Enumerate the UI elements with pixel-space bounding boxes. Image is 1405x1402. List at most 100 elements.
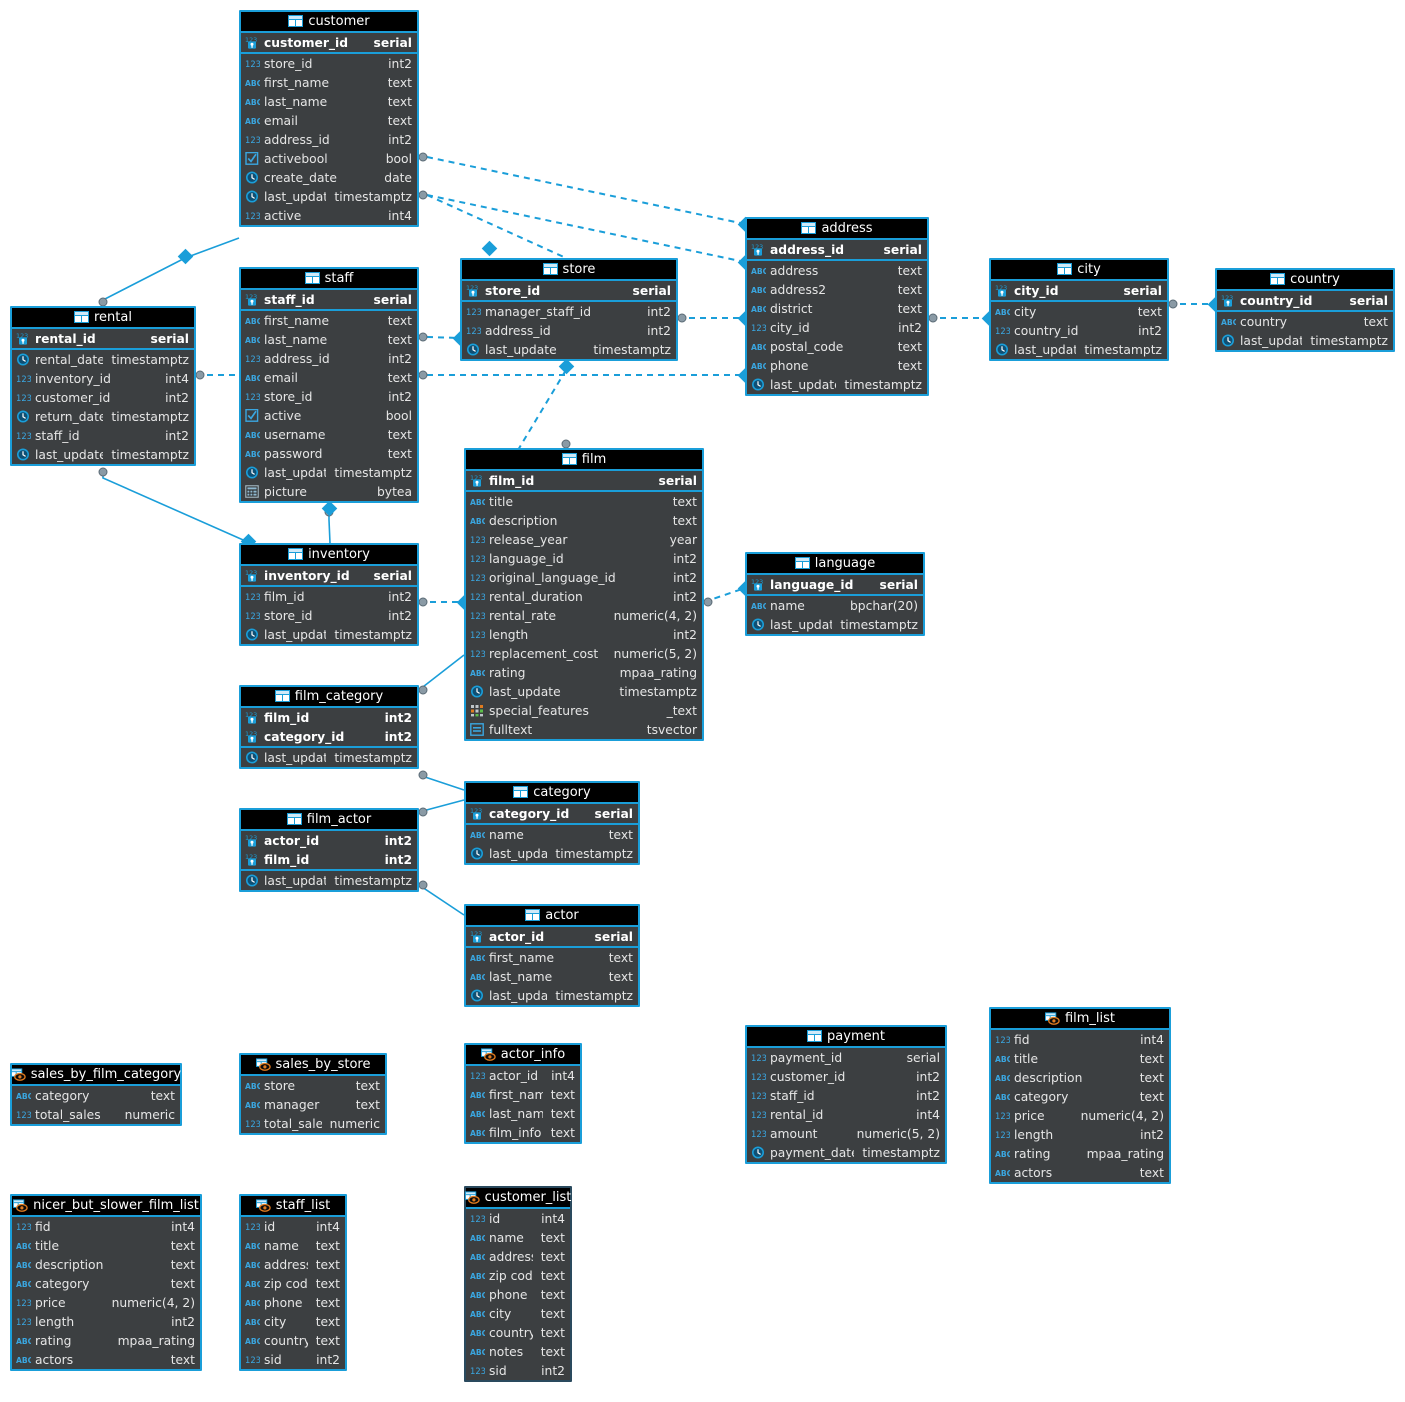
column-row[interactable]: picture bytea (241, 482, 417, 501)
entity-header[interactable]: country (1217, 270, 1393, 291)
entity-category[interactable]: category 123 category_id serial ABC name text l… (464, 781, 640, 865)
entity-header[interactable]: film (466, 450, 702, 471)
entity-header[interactable]: language (747, 554, 923, 575)
entity-language[interactable]: language 123 language_id serial ABC name bpcha… (745, 552, 925, 636)
entity-header[interactable]: city (991, 260, 1167, 281)
entity-header[interactable]: customer_list (464, 1188, 571, 1209)
column-row[interactable]: 123 inventory_id int4 (12, 369, 194, 388)
column-row[interactable]: ABC username text (241, 425, 417, 444)
entity-city[interactable]: city 123 city_id serial ABC city text 123 countr… (989, 258, 1169, 361)
entity-store[interactable]: store 123 store_id serial 123 manager_staff_i… (460, 258, 678, 361)
column-row[interactable]: last_update timestamptz (12, 445, 194, 464)
column-row[interactable]: ABC city text (241, 1312, 345, 1331)
column-row[interactable]: 123 rental_rate numeric(4, 2) (466, 606, 702, 625)
column-row[interactable]: 123 store_id int2 (241, 54, 417, 73)
pk-column-row[interactable]: 123 country_id serial (1217, 291, 1393, 310)
column-row[interactable]: ABC rating mpaa_rating (466, 663, 702, 682)
entity-customer[interactable]: customer 123 customer_id serial 123 store_id i… (239, 10, 419, 227)
pk-column-row[interactable]: 123 language_id serial (747, 575, 923, 594)
column-row[interactable]: fulltext tsvector (466, 720, 702, 739)
entity-film_actor[interactable]: film_actor 123 actor_id int2 123 film_id int2 l… (239, 808, 419, 892)
column-row[interactable]: 123 film_id int2 (241, 587, 417, 606)
column-row[interactable]: ABC actors text (12, 1350, 200, 1369)
column-row[interactable]: ABC category text (12, 1274, 200, 1293)
column-row[interactable]: 123 staff_id int2 (747, 1086, 945, 1105)
column-row[interactable]: 123 id int4 (466, 1209, 570, 1228)
entity-address[interactable]: address 123 address_id serial ABC address text… (745, 217, 929, 396)
column-row[interactable]: last_update timestamptz (241, 463, 417, 482)
entity-header[interactable]: film_category (241, 687, 417, 708)
column-row[interactable]: ABC name text (241, 1236, 345, 1255)
column-row[interactable]: last_update timestamptz (747, 375, 927, 394)
entity-header[interactable]: sales_by_store (241, 1055, 385, 1076)
column-row[interactable]: 123 actor_id int4 (466, 1066, 580, 1085)
column-row[interactable]: 123 address_id int2 (241, 349, 417, 368)
pk-column-row[interactable]: 123 film_id int2 (241, 850, 417, 869)
pk-column-row[interactable]: 123 rental_id serial (12, 329, 194, 348)
column-row[interactable]: activebool bool (241, 149, 417, 168)
column-row[interactable]: ABC rating mpaa_rating (991, 1144, 1169, 1163)
entity-staff_list[interactable]: staff_list 123 id int4 ABC name text ABC address… (239, 1194, 347, 1371)
column-row[interactable]: ABC phone text (747, 356, 927, 375)
column-row[interactable]: ABC email text (241, 368, 417, 387)
column-row[interactable]: ABC description text (466, 511, 702, 530)
pk-column-row[interactable]: 123 address_id serial (747, 240, 927, 259)
column-row[interactable]: ABC country text (241, 1331, 345, 1350)
column-row[interactable]: 123 price numeric(4, 2) (12, 1293, 200, 1312)
entity-inventory[interactable]: inventory 123 inventory_id serial 123 film_id… (239, 543, 419, 646)
column-row[interactable]: ABC rating mpaa_rating (12, 1331, 200, 1350)
column-row[interactable]: 123 original_language_id int2 (466, 568, 702, 587)
column-row[interactable]: rental_date timestamptz (12, 350, 194, 369)
column-row[interactable]: ABC last_name text (466, 967, 638, 986)
column-row[interactable]: last_update timestamptz (466, 682, 702, 701)
column-row[interactable]: 123 replacement_cost numeric(5, 2) (466, 644, 702, 663)
entity-actor[interactable]: actor 123 actor_id serial ABC first_name text A… (464, 904, 640, 1007)
column-row[interactable]: special_features _text (466, 701, 702, 720)
pk-column-row[interactable]: 123 staff_id serial (241, 290, 417, 309)
column-row[interactable]: last_update timestamptz (241, 871, 417, 890)
pk-column-row[interactable]: 123 film_id serial (466, 471, 702, 490)
column-row[interactable]: 123 amount numeric(5, 2) (747, 1124, 945, 1143)
column-row[interactable]: 123 language_id int2 (466, 549, 702, 568)
column-row[interactable]: return_date timestamptz (12, 407, 194, 426)
column-row[interactable]: 123 length int2 (991, 1125, 1169, 1144)
entity-sales_by_store[interactable]: sales_by_store ABC store text ABC manager text… (239, 1053, 387, 1135)
entity-rental[interactable]: rental 123 rental_id serial rental_date times… (10, 306, 196, 466)
column-row[interactable]: ABC name text (466, 1228, 570, 1247)
column-row[interactable]: 123 city_id int2 (747, 318, 927, 337)
column-row[interactable]: ABC title text (991, 1049, 1169, 1068)
column-row[interactable]: last_update timestamptz (241, 187, 417, 206)
entity-film[interactable]: film 123 film_id serial ABC title text ABC descr… (464, 448, 704, 741)
column-row[interactable]: ABC last_name text (466, 1104, 580, 1123)
column-row[interactable]: last_update timestamptz (466, 844, 638, 863)
column-row[interactable]: 123 fid int4 (991, 1030, 1169, 1049)
column-row[interactable]: ABC address text (241, 1255, 345, 1274)
column-row[interactable]: ABC address2 text (747, 280, 927, 299)
column-row[interactable]: ABC city text (466, 1304, 570, 1323)
column-row[interactable]: 123 manager_staff_id int2 (462, 302, 676, 321)
entity-staff[interactable]: staff 123 staff_id serial ABC first_name text A… (239, 267, 419, 503)
entity-header[interactable]: actor (466, 906, 638, 927)
entity-header[interactable]: address (747, 219, 927, 240)
column-row[interactable]: ABC phone text (241, 1293, 345, 1312)
column-row[interactable]: 123 active int4 (241, 206, 417, 225)
column-row[interactable]: ABC category text (12, 1086, 180, 1105)
column-row[interactable]: ABC title text (12, 1236, 200, 1255)
column-row[interactable]: ABC first_name text (241, 73, 417, 92)
entity-actor_info[interactable]: actor_info123actor_idint4ABCfirst_namete… (464, 1043, 582, 1144)
column-row[interactable]: 123 customer_id int2 (747, 1067, 945, 1086)
column-row[interactable]: 123 address_id int2 (462, 321, 676, 340)
column-row[interactable]: 123 rental_id int4 (747, 1105, 945, 1124)
column-row[interactable]: ABC first_name text (241, 311, 417, 330)
column-row[interactable]: 123 total_sales numeric (241, 1114, 385, 1133)
column-row[interactable]: ABC description text (12, 1255, 200, 1274)
entity-header[interactable]: category (466, 783, 638, 804)
column-row[interactable]: ABC actors text (991, 1163, 1169, 1182)
column-row[interactable]: 123 length int2 (12, 1312, 200, 1331)
entity-film_category[interactable]: film_category 123 film_id int2 123 category_i… (239, 685, 419, 769)
entity-header[interactable]: rental (12, 308, 194, 329)
column-row[interactable]: ABC name text (466, 825, 638, 844)
column-row[interactable]: last_update timestamptz (1217, 331, 1393, 350)
pk-column-row[interactable]: 123 inventory_id serial (241, 566, 417, 585)
column-row[interactable]: 123 price numeric(4, 2) (991, 1106, 1169, 1125)
